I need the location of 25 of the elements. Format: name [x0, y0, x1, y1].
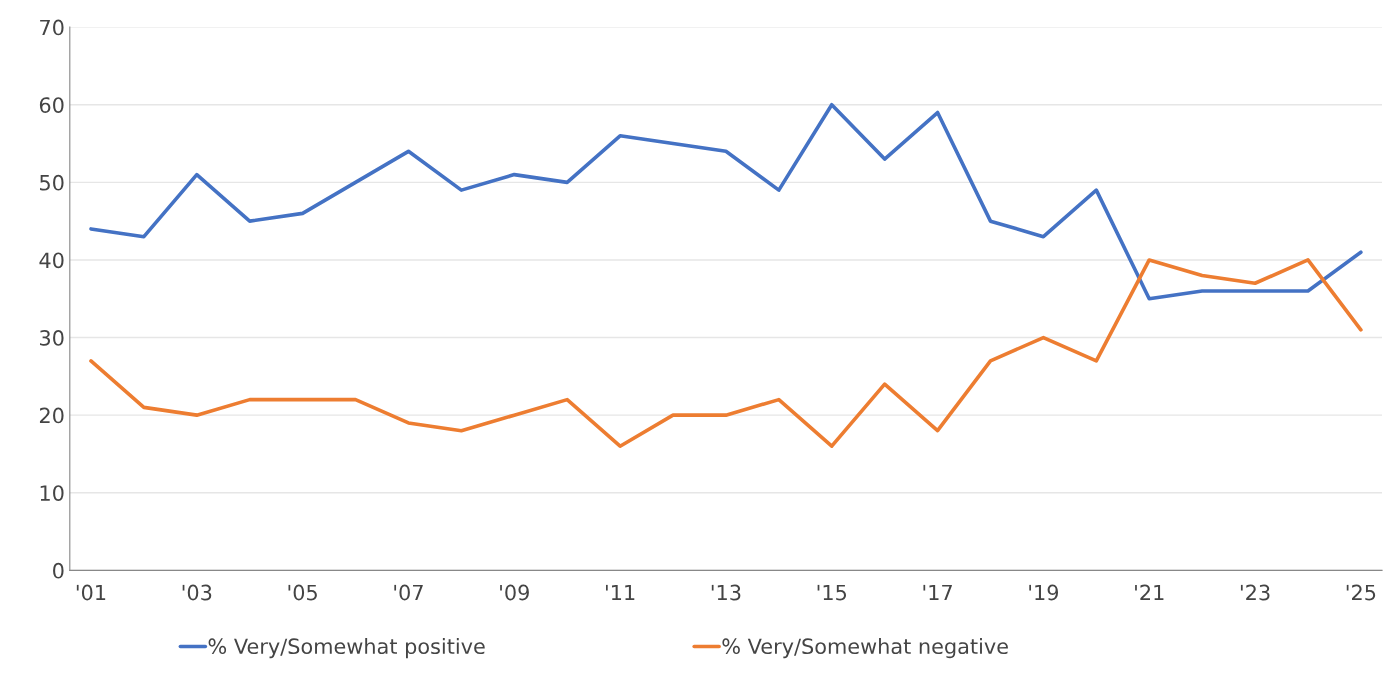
x-tick-label: '17 — [923, 584, 952, 601]
x-tick-label: '25 — [1346, 584, 1376, 601]
x-tick-label: '21 — [1135, 584, 1164, 601]
x-tick-label: '03 — [182, 584, 212, 601]
y-tick-label: 40 — [39, 252, 64, 269]
y-tick-label: 30 — [40, 330, 64, 346]
x-tick-label: '01 — [76, 584, 106, 601]
y-tick-label: 10 — [40, 485, 64, 501]
y-tick-label: 0 — [53, 562, 64, 579]
x-tick-label: '13 — [711, 584, 741, 601]
y-tick-label: 50 — [40, 174, 64, 191]
line-series — [89, 258, 1363, 449]
x-tick-label: '15 — [817, 584, 847, 601]
x-tick-label: '23 — [1240, 584, 1270, 601]
x-tick-label: '09 — [500, 584, 529, 601]
x-tick-label: '11 — [605, 584, 635, 601]
y-tick-label: 60 — [39, 97, 64, 113]
legend-label: % Very/Somewhat negative — [722, 638, 1008, 659]
x-tick-label: '19 — [1029, 584, 1059, 601]
x-tick-label: '05 — [288, 584, 317, 601]
y-tick-label: 20 — [39, 407, 64, 424]
line-series — [89, 102, 1363, 301]
y-tick-label: 70 — [40, 19, 64, 36]
x-tick-label: '07 — [394, 584, 423, 601]
legend-label: % Very/Somewhat positive — [208, 638, 485, 659]
